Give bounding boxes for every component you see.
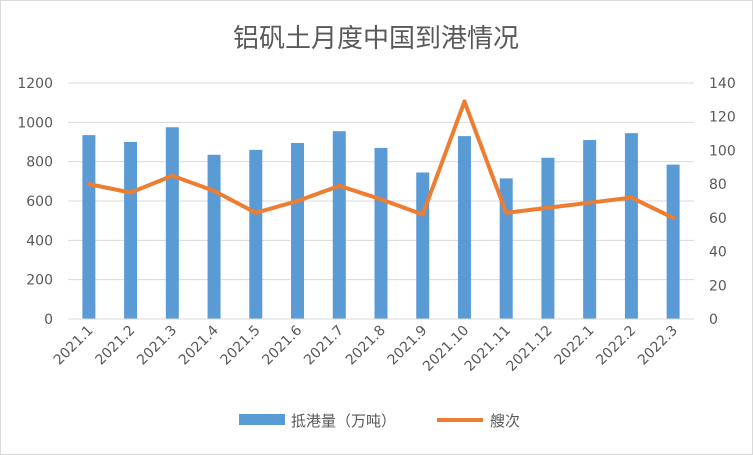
- chart-title: 铝矾土月度中国到港情况: [233, 24, 519, 54]
- right-tick-label: 0: [709, 312, 718, 328]
- x-tick-label: 2021.2: [92, 323, 138, 369]
- line-point: [504, 210, 509, 215]
- line-series: [86, 99, 676, 220]
- x-tick-label: 2021.12: [504, 323, 556, 375]
- bar: [165, 127, 179, 319]
- x-tick-label: 2021.1: [51, 323, 97, 369]
- right-tick-label: 100: [709, 143, 736, 159]
- line-point: [128, 190, 133, 195]
- x-tick-label: 2021.5: [218, 323, 264, 369]
- line-point: [295, 199, 300, 203]
- line-point: [337, 183, 342, 188]
- bar: [291, 142, 305, 319]
- x-axis: 2021.12021.22021.32021.42021.52021.62021…: [51, 318, 694, 375]
- x-tick-label: 2022.3: [635, 323, 681, 369]
- line-point: [420, 212, 425, 217]
- line-point: [86, 182, 91, 187]
- line-point: [587, 200, 592, 205]
- line-point: [170, 173, 175, 178]
- bar: [207, 154, 221, 319]
- x-tick-label: 2021.3: [134, 323, 180, 369]
- line-point: [545, 205, 550, 210]
- x-tick-label: 2021.4: [176, 322, 222, 368]
- left-tick-label: 1000: [17, 115, 53, 131]
- line-point: [629, 195, 634, 200]
- bar: [457, 136, 471, 319]
- left-tick-label: 600: [26, 194, 53, 210]
- x-tick-label: 2022.2: [593, 323, 639, 369]
- x-tick-label: 2021.7: [301, 323, 347, 369]
- left-tick-label: 800: [26, 155, 53, 171]
- bar-series: [82, 127, 680, 319]
- line-point: [253, 210, 258, 215]
- legend: 抵港量（万吨） 艘次: [239, 412, 520, 430]
- x-tick-label: 2022.1: [552, 323, 598, 369]
- bar: [624, 133, 638, 319]
- right-tick-label: 40: [709, 245, 727, 261]
- left-y-axis: 0 200 400 600 800 1000 1200: [17, 76, 53, 328]
- bar: [541, 157, 555, 319]
- line-point: [671, 215, 676, 220]
- right-tick-label: 60: [709, 211, 727, 227]
- left-tick-label: 1200: [17, 76, 53, 92]
- left-tick-label: 400: [26, 233, 53, 249]
- line-point: [462, 99, 467, 104]
- x-tick-label: 2021.8: [343, 323, 389, 369]
- right-y-axis: 0 20 40 60 80 100 120 140: [709, 76, 736, 328]
- left-tick-label: 0: [44, 312, 53, 328]
- line-point: [379, 197, 383, 202]
- legend-bar-swatch: [239, 414, 285, 425]
- line-point: [212, 188, 217, 193]
- right-tick-label: 120: [709, 110, 736, 126]
- bar: [666, 164, 680, 319]
- right-tick-label: 140: [709, 76, 736, 92]
- bar: [583, 140, 597, 319]
- left-tick-label: 200: [26, 273, 53, 289]
- legend-line-label: 艘次: [490, 412, 520, 430]
- bar: [124, 142, 138, 319]
- bar: [249, 149, 263, 319]
- bar: [374, 147, 388, 319]
- right-tick-label: 80: [709, 177, 727, 193]
- legend-bar-label: 抵港量（万吨）: [291, 412, 396, 430]
- right-tick-label: 20: [709, 278, 727, 294]
- bar: [82, 135, 96, 319]
- bar: [332, 131, 346, 319]
- x-tick-label: 2021.6: [259, 322, 305, 368]
- bar: [416, 172, 430, 319]
